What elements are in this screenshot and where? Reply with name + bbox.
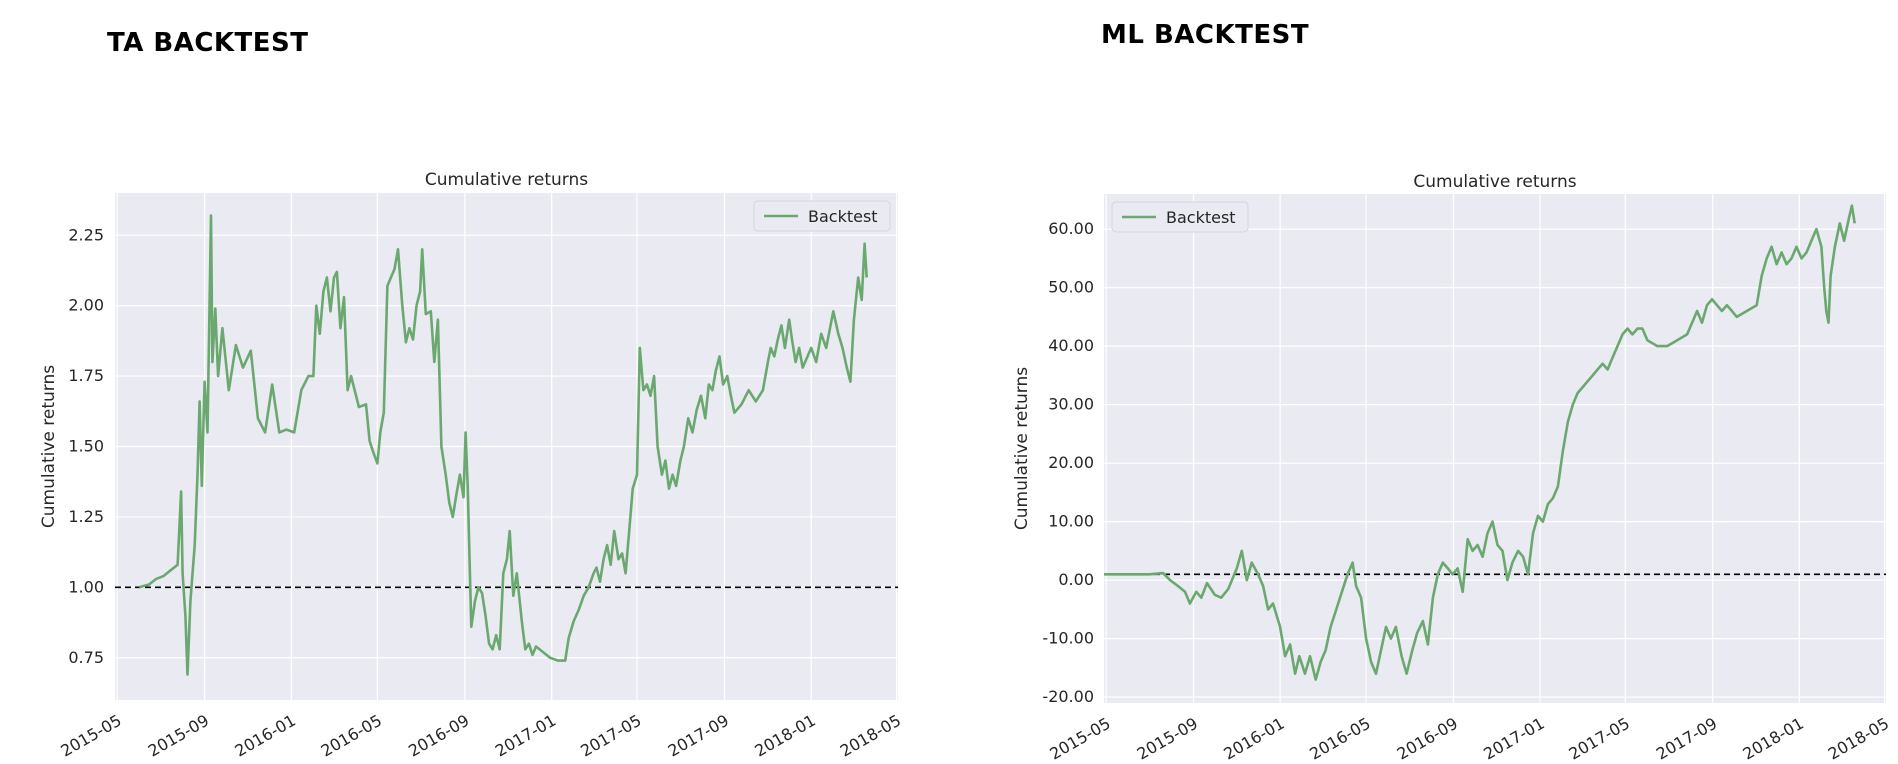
y-tick-label: 2.00 [68, 296, 104, 315]
y-tick-label: 0.00 [1058, 570, 1094, 589]
y-tick-label: 1.75 [68, 366, 104, 385]
x-tick-label: 2017-05 [1566, 714, 1633, 764]
legend-box [753, 200, 891, 232]
plot-area [1104, 194, 1886, 703]
x-tick-label: 2018-05 [1825, 714, 1892, 764]
y-axis-label: Cumulative returns [1012, 367, 1032, 530]
x-tick-label: 2018-01 [1740, 714, 1807, 764]
y-tick-label: 0.75 [68, 648, 104, 667]
legend: Backtest [1111, 201, 1249, 233]
y-tick-label: 60.00 [1048, 219, 1094, 238]
x-tick-label: 2015-09 [1134, 714, 1201, 764]
chart-title: Cumulative returns [1413, 172, 1576, 192]
legend-label: Backtest [808, 207, 878, 226]
series-line-backtest [138, 214, 868, 676]
chart-title: Cumulative returns [425, 170, 588, 190]
legend-label: Backtest [1166, 208, 1236, 227]
x-tick-label: 2015-05 [1046, 714, 1113, 764]
y-tick-label: 20.00 [1048, 453, 1094, 472]
x-tick-label: 2017-09 [1653, 714, 1720, 764]
x-tick-label: 2016-09 [1394, 714, 1461, 764]
y-tick-label: 50.00 [1048, 278, 1094, 297]
y-tick-label: 2.25 [68, 225, 104, 244]
y-tick-label: 10.00 [1048, 512, 1094, 531]
y-tick-label: -20.00 [1042, 687, 1094, 706]
y-tick-label: 40.00 [1048, 336, 1094, 355]
legend-box [1111, 201, 1249, 233]
grid-lines [1104, 194, 1886, 703]
x-tick-label: 2017-01 [1480, 714, 1547, 764]
y-tick-label: 1.00 [68, 577, 104, 596]
y-tick-label: -10.00 [1042, 629, 1094, 648]
x-tick-label: 2016-05 [1306, 714, 1373, 764]
ta-backtest-heading: TA BACKTEST [107, 28, 309, 58]
series-line-backtest [1104, 204, 1856, 681]
y-tick-label: 1.25 [68, 507, 104, 526]
x-tick-label: 2016-01 [1220, 714, 1287, 764]
legend: Backtest [753, 200, 891, 232]
ml-backtest-heading: ML BACKTEST [1101, 20, 1310, 50]
y-axis-label: Cumulative returns [39, 365, 59, 528]
y-tick-label: 30.00 [1048, 395, 1094, 414]
y-tick-label: 1.50 [68, 437, 104, 456]
